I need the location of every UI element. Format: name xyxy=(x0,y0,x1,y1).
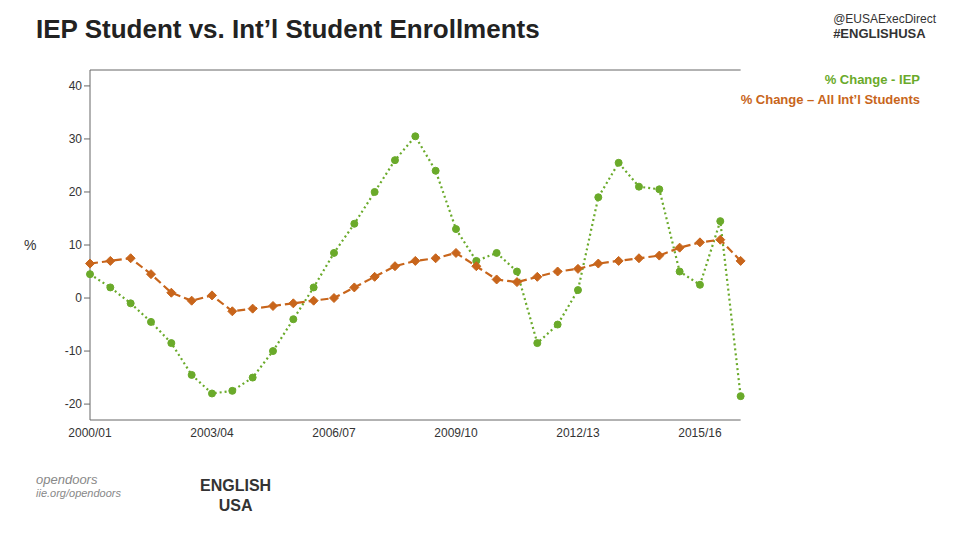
svg-text:2009/10: 2009/10 xyxy=(434,426,478,440)
svg-text:0: 0 xyxy=(75,291,82,305)
html-text:ENGLISH: ENGLISH xyxy=(200,477,272,494)
html-text:#ENGLISHUSA: #ENGLISHUSA xyxy=(833,26,926,41)
svg-text:40: 40 xyxy=(69,79,83,93)
svg-text:2015/16: 2015/16 xyxy=(678,426,722,440)
html-text:% Change - IEP: % Change - IEP xyxy=(824,72,920,87)
svg-text:2003/04: 2003/04 xyxy=(190,426,234,440)
svg-text:20: 20 xyxy=(69,185,83,199)
html-text:% Change – All Int’l Students: % Change – All Int’l Students xyxy=(740,92,920,107)
svg-text:2012/13: 2012/13 xyxy=(556,426,600,440)
html-text:IEP Student vs. Int’l Student: IEP Student vs. Int’l Student Enrollment… xyxy=(36,14,540,44)
svg-text:2000/01: 2000/01 xyxy=(68,426,112,440)
svg-text:10: 10 xyxy=(69,238,83,252)
html-text:open doors: open doors xyxy=(36,472,98,487)
svg-text:-20: -20 xyxy=(65,397,83,411)
html-text:iie.org/opendoors: iie.org/opendoors xyxy=(36,487,121,499)
svg-text:-10: -10 xyxy=(65,344,83,358)
svg-text:2006/07: 2006/07 xyxy=(312,426,356,440)
html-text:@EUSAExecDirect: @EUSAExecDirect xyxy=(833,12,936,26)
svg-text:30: 30 xyxy=(69,132,83,146)
svg-text:%: % xyxy=(24,237,36,253)
html-text:USA: USA xyxy=(218,497,253,514)
